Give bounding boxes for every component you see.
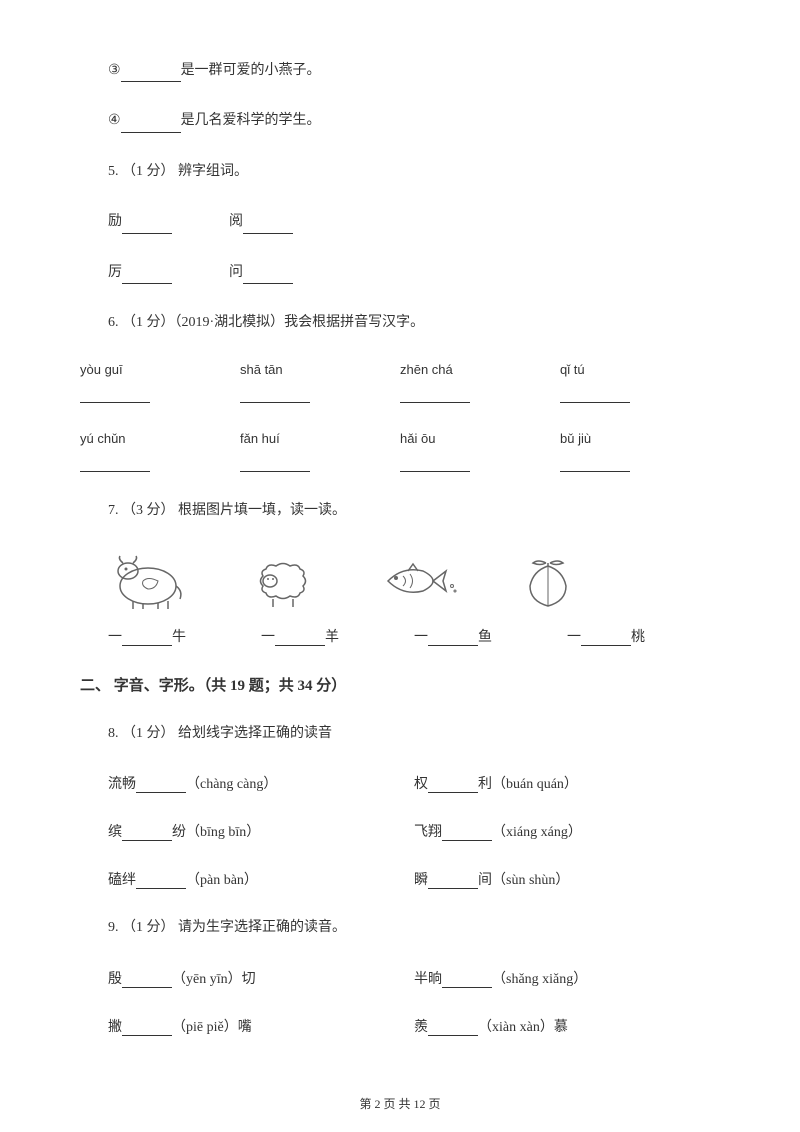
q5-row1: 励 阅 bbox=[80, 211, 720, 233]
q8-row2: 缤纷（bīng bīn） 飞翔（xiáng xáng） bbox=[80, 821, 720, 841]
q8-row3: 磕绊（pàn bàn） 瞬间（sùn shùn） bbox=[80, 869, 720, 889]
question-3: ③ 是一群可爱的小燕子。 bbox=[80, 60, 720, 82]
pinyin-cell: hǎi ōu bbox=[400, 431, 560, 446]
peach-icon bbox=[518, 551, 578, 611]
pinyin-cell: fǎn huí bbox=[240, 431, 400, 446]
answer-cell: 一牛 bbox=[108, 626, 261, 646]
question-5-label: 5. （1 分） 辨字组词。 bbox=[80, 161, 720, 183]
blank-q8[interactable] bbox=[442, 825, 492, 841]
q5-char2b: 问 bbox=[229, 265, 243, 280]
q9-row2: 撇（piē piě）嘴 羨（xiàn xàn）慕 bbox=[80, 1016, 720, 1036]
blank-q9[interactable] bbox=[122, 972, 172, 988]
q5-row2: 厉 问 bbox=[80, 262, 720, 284]
answer-cell: 一羊 bbox=[261, 626, 414, 646]
q4-num: ④ bbox=[108, 113, 121, 128]
blank-q5-1a[interactable] bbox=[122, 218, 172, 234]
pinyin-cell: yú chǔn bbox=[80, 431, 240, 446]
blank-q6[interactable] bbox=[80, 456, 150, 472]
q5-char2a: 厉 bbox=[108, 265, 122, 280]
cow-icon bbox=[108, 551, 188, 611]
q7-images bbox=[80, 551, 720, 611]
q9-row1: 殷（yēn yīn）切 半晌（shǎng xiǎng） bbox=[80, 968, 720, 988]
blank-q6[interactable] bbox=[560, 387, 630, 403]
blank-q5-2b[interactable] bbox=[243, 268, 293, 284]
fish-icon bbox=[378, 551, 458, 611]
pinyin-cell: shā tān bbox=[240, 362, 400, 377]
question-4: ④ 是几名爱科学的学生。 bbox=[80, 110, 720, 132]
blank-q9[interactable] bbox=[428, 1020, 478, 1036]
question-6-label: 6. （1 分）（2019·湖北模拟）我会根据拼音写汉字。 bbox=[80, 312, 720, 334]
blank-q7[interactable] bbox=[275, 630, 325, 646]
blank-q7[interactable] bbox=[428, 630, 478, 646]
blank-q6[interactable] bbox=[240, 387, 310, 403]
q5-char1b: 阅 bbox=[229, 214, 243, 229]
q6-blank-row2 bbox=[80, 456, 720, 472]
q6-pinyin-row2: yú chǔn fǎn huí hǎi ōu bǔ jiù bbox=[80, 431, 720, 446]
pinyin-cell: yòu guī bbox=[80, 362, 240, 377]
q5-char1a: 励 bbox=[108, 214, 122, 229]
blank-q8[interactable] bbox=[428, 777, 478, 793]
q7-answers: 一牛 一羊 一鱼 一桃 bbox=[80, 626, 720, 646]
blank-q8[interactable] bbox=[122, 825, 172, 841]
blank-q8[interactable] bbox=[136, 873, 186, 889]
blank-q6[interactable] bbox=[80, 387, 150, 403]
question-7-label: 7. （3 分） 根据图片填一填，读一读。 bbox=[80, 500, 720, 522]
q3-num: ③ bbox=[108, 63, 121, 78]
section-2-header: 二、 字音、字形。（共 19 题；共 34 分） bbox=[80, 674, 720, 695]
blank-q6[interactable] bbox=[400, 387, 470, 403]
question-8-label: 8. （1 分） 给划线字选择正确的读音 bbox=[80, 723, 720, 745]
blank-q9[interactable] bbox=[122, 1020, 172, 1036]
blank-q8[interactable] bbox=[428, 873, 478, 889]
pinyin-cell: bǔ jiù bbox=[560, 431, 720, 446]
q8-row1: 流畅（chàng càng） 权利（buán quán） bbox=[80, 773, 720, 793]
page-footer: 第 2 页 共 12 页 bbox=[0, 1095, 800, 1112]
q3-text: 是一群可爱的小燕子。 bbox=[181, 63, 321, 78]
answer-cell: 一鱼 bbox=[414, 626, 567, 646]
blank-q4[interactable] bbox=[121, 117, 181, 133]
blank-q5-1b[interactable] bbox=[243, 218, 293, 234]
blank-q6[interactable] bbox=[400, 456, 470, 472]
blank-q7[interactable] bbox=[122, 630, 172, 646]
pinyin-cell: zhēn chá bbox=[400, 362, 560, 377]
blank-q5-2a[interactable] bbox=[122, 268, 172, 284]
blank-q8[interactable] bbox=[136, 777, 186, 793]
blank-q9[interactable] bbox=[442, 972, 492, 988]
blank-q3[interactable] bbox=[121, 66, 181, 82]
question-9-label: 9. （1 分） 请为生字选择正确的读音。 bbox=[80, 917, 720, 939]
blank-q6[interactable] bbox=[560, 456, 630, 472]
blank-q7[interactable] bbox=[581, 630, 631, 646]
q6-pinyin-row1: yòu guī shā tān zhēn chá qǐ tú bbox=[80, 362, 720, 377]
q4-text: 是几名爱科学的学生。 bbox=[181, 113, 321, 128]
blank-q6[interactable] bbox=[240, 456, 310, 472]
answer-cell: 一桃 bbox=[567, 626, 720, 646]
q6-blank-row1 bbox=[80, 387, 720, 403]
pinyin-cell: qǐ tú bbox=[560, 362, 720, 377]
sheep-icon bbox=[248, 551, 318, 611]
